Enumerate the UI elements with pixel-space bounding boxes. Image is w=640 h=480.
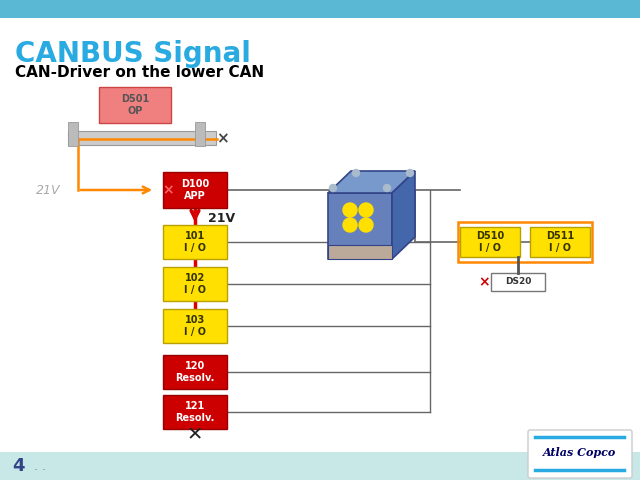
- FancyBboxPatch shape: [99, 87, 171, 123]
- Text: 4: 4: [12, 457, 24, 475]
- Text: D511
I / O: D511 I / O: [546, 231, 574, 253]
- Circle shape: [359, 203, 373, 217]
- Circle shape: [359, 218, 373, 232]
- Bar: [68, 122, 78, 146]
- Circle shape: [343, 203, 357, 217]
- Text: D501
OP: D501 OP: [121, 94, 149, 116]
- Text: CAN-Driver on the lower CAN: CAN-Driver on the lower CAN: [15, 65, 264, 80]
- Polygon shape: [392, 171, 415, 259]
- Text: 101
I / O: 101 I / O: [184, 231, 206, 253]
- Bar: [458, 222, 592, 262]
- Text: 21V: 21V: [208, 212, 235, 225]
- Circle shape: [330, 184, 337, 192]
- Text: 121
Resolv.: 121 Resolv.: [175, 401, 214, 423]
- Text: D100
APP: D100 APP: [181, 179, 209, 201]
- Polygon shape: [328, 193, 392, 259]
- FancyBboxPatch shape: [163, 172, 227, 208]
- Text: CANBUS Signal: CANBUS Signal: [15, 40, 251, 68]
- Text: DS20: DS20: [505, 277, 531, 287]
- FancyBboxPatch shape: [163, 309, 227, 343]
- FancyBboxPatch shape: [530, 227, 590, 257]
- Text: ×: ×: [216, 132, 228, 146]
- FancyBboxPatch shape: [163, 225, 227, 259]
- Circle shape: [353, 169, 360, 177]
- Text: . .: . .: [34, 459, 46, 472]
- FancyBboxPatch shape: [163, 395, 227, 429]
- Circle shape: [383, 184, 390, 192]
- FancyBboxPatch shape: [528, 430, 632, 478]
- Text: ×: ×: [478, 275, 490, 289]
- Text: 120
Resolv.: 120 Resolv.: [175, 361, 214, 383]
- Bar: [0, 452, 640, 480]
- Polygon shape: [328, 171, 415, 193]
- Bar: [68, 131, 216, 145]
- Text: ✕: ✕: [187, 425, 203, 444]
- Circle shape: [406, 169, 413, 177]
- Text: 21V: 21V: [35, 183, 60, 196]
- Text: D510
I / O: D510 I / O: [476, 231, 504, 253]
- Text: 103
I / O: 103 I / O: [184, 315, 206, 337]
- Text: ×: ×: [162, 183, 174, 197]
- Polygon shape: [328, 245, 392, 259]
- Text: Atlas Copco: Atlas Copco: [543, 447, 616, 458]
- Circle shape: [343, 218, 357, 232]
- FancyBboxPatch shape: [460, 227, 520, 257]
- Bar: [0, 0, 640, 18]
- FancyBboxPatch shape: [491, 273, 545, 291]
- Bar: [195, 122, 205, 146]
- FancyBboxPatch shape: [163, 267, 227, 301]
- FancyBboxPatch shape: [163, 355, 227, 389]
- Text: 102
I / O: 102 I / O: [184, 273, 206, 295]
